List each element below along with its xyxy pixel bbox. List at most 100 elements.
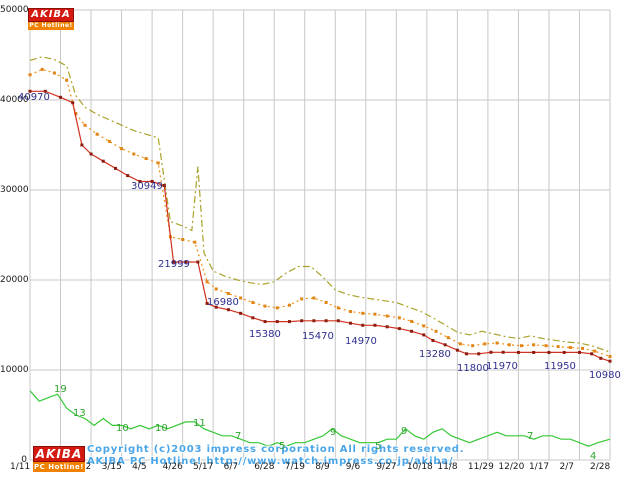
marker-average-price	[83, 123, 87, 127]
price-label: 11950	[544, 361, 576, 372]
x-axis-label: 1/11	[10, 462, 31, 472]
marker-lowest-price	[171, 260, 175, 264]
x-axis-label: 8/9	[315, 462, 330, 472]
marker-lowest-price	[477, 352, 481, 356]
marker-lowest-price	[312, 319, 316, 323]
marker-lowest-price	[562, 350, 566, 354]
marker-lowest-price	[349, 321, 353, 325]
marker-lowest-price	[397, 327, 401, 331]
marker-lowest-price	[239, 311, 243, 315]
marker-average-price	[349, 310, 353, 313]
marker-average-price	[312, 296, 316, 300]
akiba-logo-title: AKIBA	[33, 446, 85, 462]
akiba-logo-subtitle: PC Hotline!	[28, 22, 74, 30]
x-axis-label: 4/5	[132, 462, 147, 472]
copyright-watermark: Copyright (c)2003 impress corporation Al…	[87, 444, 465, 455]
marker-average-price	[532, 343, 536, 347]
marker-lowest-price	[214, 305, 218, 309]
marker-average-price	[120, 147, 124, 151]
marker-average-price	[361, 311, 365, 315]
marker-average-price	[156, 161, 160, 165]
marker-average-price	[422, 324, 426, 328]
shop-count-label: 9	[330, 427, 337, 438]
marker-average-price	[251, 301, 255, 304]
akiba-logo-title: AKIBA	[28, 8, 74, 22]
marker-average-price	[410, 319, 414, 323]
x-axis-label: 2/7	[559, 462, 574, 472]
marker-lowest-price	[80, 143, 84, 147]
marker-average-price	[593, 349, 597, 353]
x-axis-label: 2/28	[590, 462, 611, 472]
x-axis-label: 6/7	[223, 462, 239, 472]
marker-average-price	[373, 312, 377, 316]
price-label: 11970	[486, 361, 518, 372]
series-average-price	[29, 68, 611, 358]
marker-lowest-price	[126, 174, 130, 178]
marker-lowest-price	[324, 319, 328, 323]
marker-lowest-price	[516, 350, 520, 354]
marker-lowest-price	[361, 323, 365, 327]
price-label: 30949	[131, 181, 163, 192]
price-label: 16980	[207, 297, 239, 308]
marker-average-price	[239, 296, 243, 300]
x-axis-label: 10/18	[406, 462, 433, 472]
price-label: 13280	[419, 349, 451, 360]
price-label: 14970	[345, 336, 377, 347]
marker-lowest-price	[547, 350, 551, 354]
marker-average-price	[40, 67, 44, 71]
akiba-logo-top: AKIBA PC Hotline!	[28, 8, 74, 30]
marker-average-price	[28, 73, 32, 77]
marker-lowest-price	[196, 260, 200, 264]
marker-average-price	[568, 346, 572, 349]
marker-lowest-price	[287, 320, 291, 324]
marker-average-price	[324, 301, 328, 304]
shop-count-label: 10	[116, 423, 129, 434]
x-axis-label: 9/27	[376, 462, 397, 472]
x-axis-label: 4/26	[162, 462, 183, 472]
series-lowest-price	[30, 90, 611, 362]
marker-average-price	[519, 344, 523, 348]
marker-lowest-price	[300, 319, 304, 323]
marker-lowest-price	[336, 319, 340, 323]
price-label: 15470	[302, 331, 334, 342]
marker-lowest-price	[501, 350, 505, 354]
marker-lowest-price	[422, 333, 426, 337]
url-watermark: AKIBA PC Hotline! http://www.watch.impre…	[87, 456, 454, 467]
marker-lowest-price	[43, 89, 47, 93]
marker-average-price	[385, 314, 389, 318]
marker-lowest-price	[599, 356, 603, 360]
marker-average-price	[181, 238, 185, 241]
marker-average-price	[226, 292, 230, 295]
marker-average-price	[556, 345, 560, 349]
marker-lowest-price	[577, 350, 581, 354]
shop-count-label: 11	[193, 418, 206, 429]
marker-lowest-price	[101, 159, 105, 163]
marker-average-price	[336, 306, 340, 310]
marker-average-price	[544, 344, 548, 348]
marker-average-price	[581, 346, 585, 350]
marker-lowest-price	[385, 325, 389, 329]
marker-lowest-price	[150, 179, 154, 183]
y-axis-label: 40000	[0, 95, 29, 105]
marker-average-price	[275, 306, 279, 310]
marker-lowest-price	[162, 184, 166, 187]
x-axis-label: 6/28	[254, 462, 275, 472]
x-axis-label: 7/19	[284, 462, 305, 472]
marker-lowest-price	[251, 316, 255, 320]
y-axis-label: 0	[21, 455, 27, 465]
marker-lowest-price	[443, 343, 447, 347]
y-axis-label: 20000	[0, 275, 29, 285]
marker-average-price	[458, 342, 462, 346]
marker-average-price	[214, 287, 218, 291]
shop-count-label: 10	[155, 423, 168, 434]
marker-lowest-price	[89, 152, 93, 156]
marker-average-price	[132, 152, 136, 156]
marker-lowest-price	[532, 350, 536, 354]
price-label: 21999	[158, 259, 190, 270]
marker-lowest-price	[275, 320, 279, 324]
shop-count-label: 7	[527, 431, 534, 442]
marker-average-price	[95, 132, 99, 136]
marker-average-price	[144, 157, 148, 160]
x-axis-label: 11/29	[467, 462, 494, 472]
marker-average-price	[471, 344, 475, 348]
